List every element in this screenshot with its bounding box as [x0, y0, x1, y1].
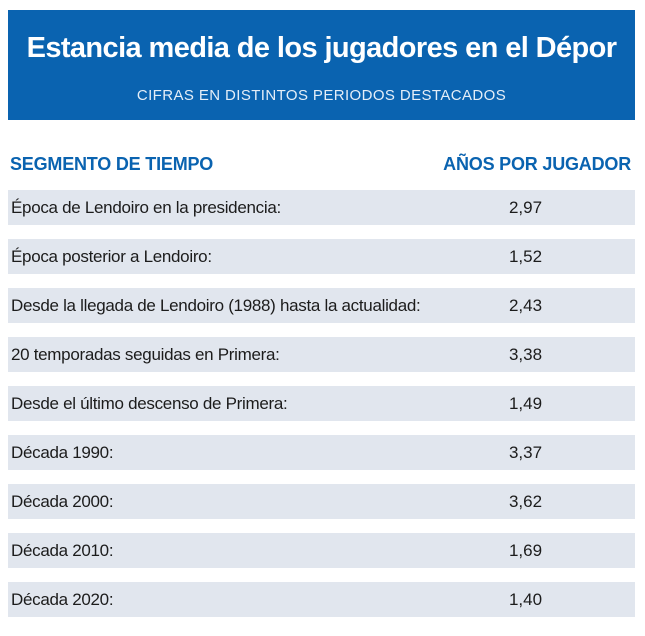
row-label: Época de Lendoiro en la presidencia:: [11, 198, 281, 217]
table-row: Época de Lendoiro en la presidencia: 2,97: [8, 190, 635, 225]
row-value: 2,97: [508, 198, 543, 217]
row-label: Época posterior a Lendoiro:: [11, 247, 212, 266]
header-banner: Estancia media de los jugadores en el Dé…: [8, 10, 635, 120]
row-label: Década 1990:: [11, 443, 114, 462]
table-row: Década 2000: 3,62: [8, 484, 635, 519]
row-value: 1,69: [508, 541, 543, 560]
page-title: Estancia media de los jugadores en el Dé…: [26, 32, 617, 64]
table-row: Década 2010: 1,69: [8, 533, 635, 568]
column-header-years: AÑOS POR JUGADOR: [443, 154, 631, 174]
page-subtitle: CIFRAS EN DISTINTOS PERIODOS DESTACADOS: [136, 87, 507, 104]
table-row: Época posterior a Lendoiro: 1,52: [8, 239, 635, 274]
row-value: 3,37: [508, 443, 543, 462]
row-label: 20 temporadas seguidas en Primera:: [11, 345, 280, 364]
data-table: Época de Lendoiro en la presidencia: 2,97…: [8, 190, 635, 631]
row-label: Década 2000:: [11, 492, 114, 511]
table-row: Década 1990: 3,37: [8, 435, 635, 470]
row-value: 2,43: [508, 296, 543, 315]
row-value: 1,40: [508, 590, 543, 609]
row-label: Década 2020:: [11, 590, 114, 609]
row-value: 1,49: [508, 394, 543, 413]
table-row: Desde el último descenso de Primera: 1,49: [8, 386, 635, 421]
row-value: 1,52: [508, 247, 543, 266]
row-label: Desde el último descenso de Primera:: [11, 394, 288, 413]
row-value: 3,38: [508, 345, 543, 364]
column-header-segment: SEGMENTO DE TIEMPO: [10, 154, 214, 174]
row-label: Década 2010:: [11, 541, 114, 560]
row-value: 3,62: [508, 492, 543, 511]
table-row: 20 temporadas seguidas en Primera: 3,38: [8, 337, 635, 372]
table-row: Desde la llegada de Lendoiro (1988) hast…: [8, 288, 635, 323]
row-label: Desde la llegada de Lendoiro (1988) hast…: [11, 296, 421, 315]
table-row: Década 2020: 1,40: [8, 582, 635, 617]
